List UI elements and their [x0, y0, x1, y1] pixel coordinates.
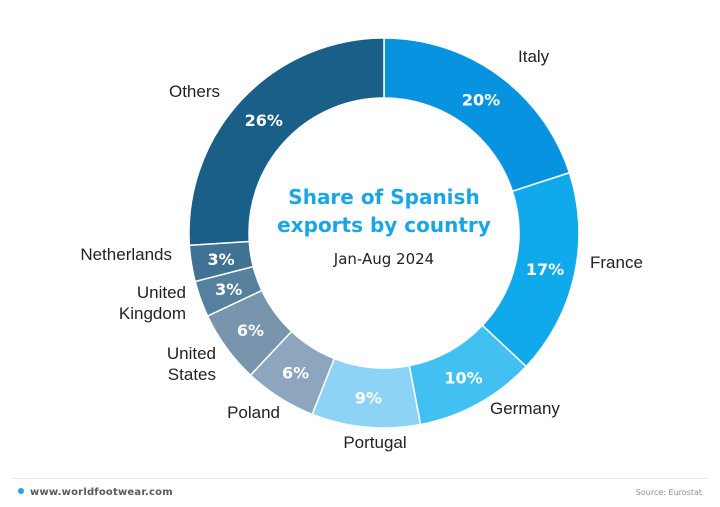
pct-label-germany: 10% [444, 369, 482, 388]
pct-label-france: 17% [526, 260, 564, 279]
pct-label-netherlands: 3% [207, 250, 234, 269]
category-label-france: France [590, 253, 643, 272]
category-label-united-states: United States [167, 344, 216, 384]
footer: www.worldfootwear.com Source: Eurostat [12, 478, 708, 507]
category-label-netherlands: Netherlands [80, 245, 172, 264]
pct-label-italy: 20% [462, 91, 500, 110]
category-label-italy: Italy [518, 47, 550, 66]
pct-label-portugal: 9% [355, 388, 382, 407]
pct-label-poland: 6% [282, 363, 309, 382]
pct-label-others: 26% [245, 111, 283, 130]
chart-title-line1: Share of Spanish [288, 185, 479, 209]
website-text: www.worldfootwear.com [30, 487, 173, 498]
bullet-dot-icon [18, 488, 24, 494]
chart-subtitle: Jan-Aug 2024 [333, 250, 434, 268]
chart-title-line2: exports by country [277, 213, 491, 237]
category-label-united-kingdom: United Kingdom [119, 283, 186, 323]
category-label-others: Others [169, 82, 220, 101]
slice-others [188, 37, 385, 247]
pct-label-united-kingdom: 3% [215, 280, 242, 299]
source-note: Source: Eurostat [635, 488, 702, 497]
pct-label-united-states: 6% [237, 321, 264, 340]
website-link[interactable]: www.worldfootwear.com [18, 487, 173, 498]
donut-chart: 20% 17% 10% 9% 6% 6% 3% 3% 26% Italy France German… [80, 37, 643, 452]
category-label-germany: Germany [490, 399, 560, 418]
category-label-poland: Poland [227, 403, 280, 422]
category-label-portugal: Portugal [343, 433, 406, 452]
